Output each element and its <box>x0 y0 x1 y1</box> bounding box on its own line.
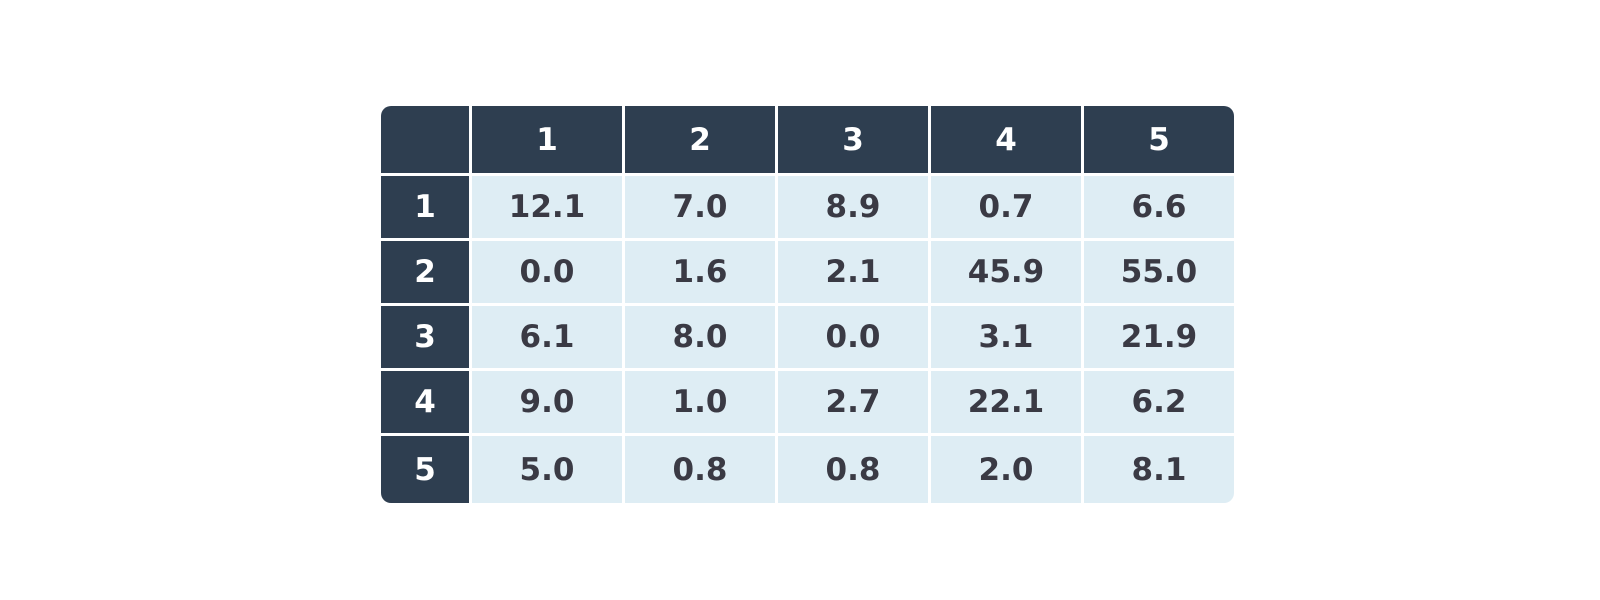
table-cell: 55.0 <box>1084 241 1234 303</box>
table-cell: 9.0 <box>472 371 622 433</box>
table-cell: 3.1 <box>931 306 1081 368</box>
column-header: 5 <box>1084 106 1234 173</box>
table-cell: 8.9 <box>778 176 928 238</box>
table-cell: 6.1 <box>472 306 622 368</box>
column-header: 3 <box>778 106 928 173</box>
row-header: 3 <box>381 306 469 368</box>
table-cell: 0.8 <box>778 436 928 503</box>
table-cell: 7.0 <box>625 176 775 238</box>
row-header: 5 <box>381 436 469 503</box>
row-header: 1 <box>381 176 469 238</box>
table-cell: 45.9 <box>931 241 1081 303</box>
table-cell: 8.1 <box>1084 436 1234 503</box>
table-cell: 21.9 <box>1084 306 1234 368</box>
table-cell: 0.8 <box>625 436 775 503</box>
table-cell: 2.1 <box>778 241 928 303</box>
table-cell: 0.0 <box>472 241 622 303</box>
table-cell: 1.6 <box>625 241 775 303</box>
table-cell: 6.6 <box>1084 176 1234 238</box>
table-corner-cell <box>381 106 469 173</box>
table-cell: 6.2 <box>1084 371 1234 433</box>
table-cell: 12.1 <box>472 176 622 238</box>
data-table: 1 2 3 4 5 1 12.1 7.0 8.9 0.7 6.6 2 0.0 1.6 2.1 45.9 55.0… <box>381 106 1234 503</box>
table-cell: 22.1 <box>931 371 1081 433</box>
table-cell: 5.0 <box>472 436 622 503</box>
column-header: 4 <box>931 106 1081 173</box>
table-cell: 2.7 <box>778 371 928 433</box>
table-cell: 0.7 <box>931 176 1081 238</box>
row-header: 4 <box>381 371 469 433</box>
table-cell: 8.0 <box>625 306 775 368</box>
table-cell: 0.0 <box>778 306 928 368</box>
column-header: 1 <box>472 106 622 173</box>
table-cell: 2.0 <box>931 436 1081 503</box>
column-header: 2 <box>625 106 775 173</box>
row-header: 2 <box>381 241 469 303</box>
table-cell: 1.0 <box>625 371 775 433</box>
